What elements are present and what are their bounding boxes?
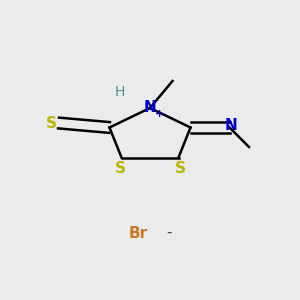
Text: N: N: [144, 100, 156, 116]
Text: S: S: [175, 160, 185, 175]
Text: Br: Br: [128, 226, 148, 242]
Text: S: S: [46, 116, 56, 130]
Text: -: -: [167, 225, 172, 240]
Text: H: H: [115, 85, 125, 98]
Text: +: +: [154, 109, 164, 119]
Text: S: S: [115, 160, 125, 175]
Text: N: N: [225, 118, 237, 134]
